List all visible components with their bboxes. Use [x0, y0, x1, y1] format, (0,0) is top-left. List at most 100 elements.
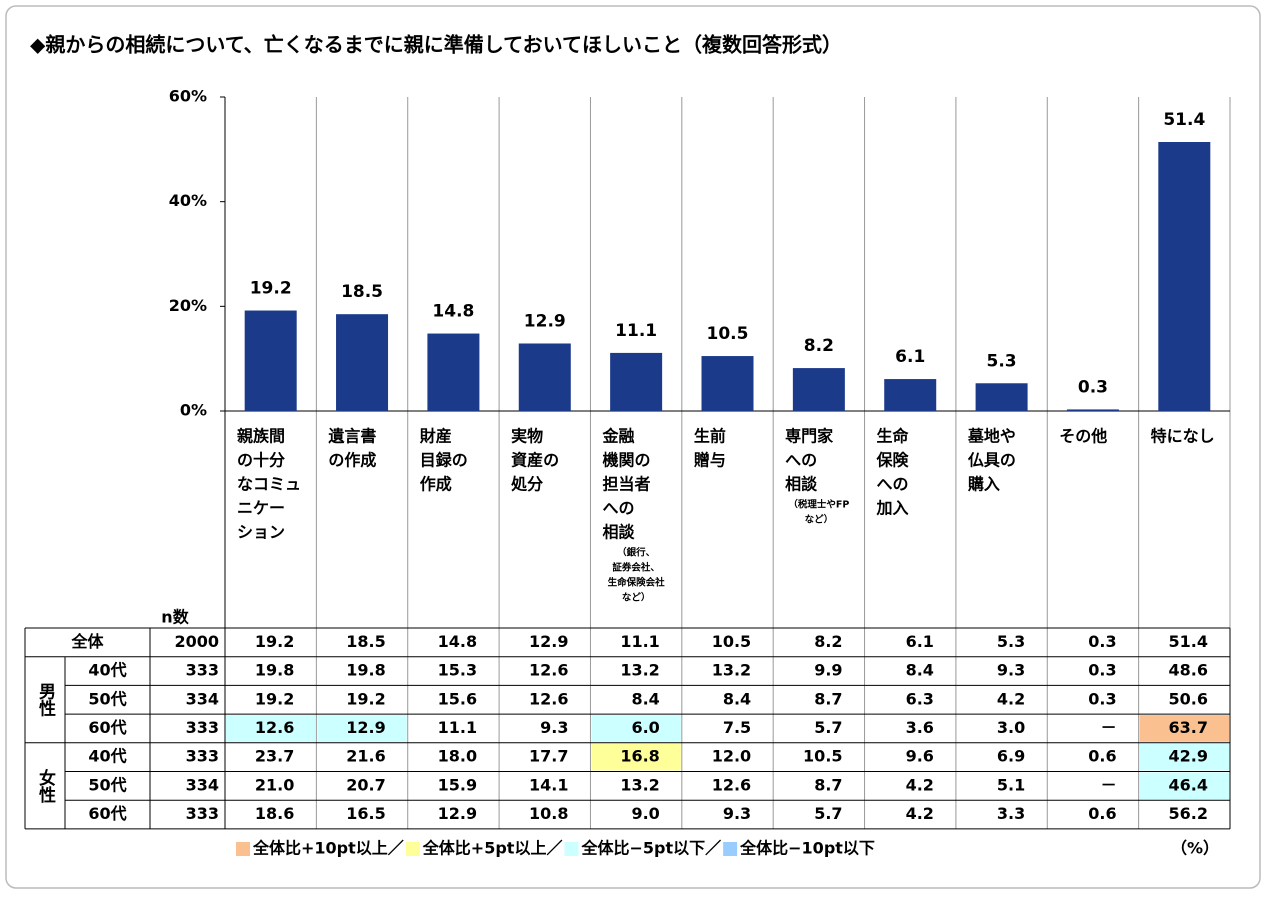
- category-label: 相談: [785, 475, 818, 494]
- category-label: 墓地や: [967, 427, 1016, 446]
- cell-value: 15.3: [438, 661, 477, 680]
- n-value: 333: [186, 718, 219, 737]
- cell-value: 6.0: [631, 718, 659, 737]
- category-label: 実物: [511, 427, 543, 446]
- cell-value: 4.2: [997, 689, 1025, 708]
- cell-value: 8.4: [631, 689, 659, 708]
- cell-value: 9.3: [997, 661, 1025, 680]
- cell-value: 13.2: [620, 661, 659, 680]
- category-label: 生前: [694, 427, 726, 446]
- cell-value: 5.1: [997, 775, 1025, 794]
- n-value: 333: [186, 804, 219, 823]
- row-label: 50代: [88, 689, 126, 708]
- legend-label: 全体比+5pt以上: [422, 839, 547, 858]
- cell-value: 16.8: [620, 747, 659, 766]
- cell-value: －: [1101, 718, 1117, 737]
- category-note: 生命保険会社: [608, 577, 666, 589]
- row-label: 全体: [70, 632, 104, 651]
- cell-value: 0.6: [1088, 747, 1116, 766]
- value-label: 8.2: [804, 336, 834, 356]
- value-label: 12.9: [524, 311, 566, 331]
- category-label: 担当者: [602, 475, 650, 494]
- legend-separator: ／: [546, 839, 562, 858]
- category-label: 特になし: [1151, 427, 1215, 446]
- category-label: 保険: [876, 451, 910, 470]
- cell-value: 12.6: [529, 689, 568, 708]
- cell-value: 18.5: [346, 632, 385, 651]
- bar: [884, 379, 937, 411]
- cell-value: 21.6: [346, 747, 385, 766]
- cell-value: 3.3: [997, 804, 1025, 823]
- category-label: 処分: [511, 475, 543, 494]
- legend-separator: ／: [388, 839, 404, 858]
- n-value: 333: [186, 661, 219, 680]
- cell-value: 9.0: [631, 804, 659, 823]
- cell-value: 15.9: [438, 775, 477, 794]
- category-label: 生命: [877, 427, 910, 446]
- category-note: など）: [805, 514, 834, 526]
- category-label: への: [785, 451, 817, 470]
- cell-value: 8.2: [814, 632, 842, 651]
- cell-value: 6.1: [906, 632, 934, 651]
- cell-value: 9.6: [906, 747, 934, 766]
- bar: [1066, 409, 1119, 411]
- y-tick-label: 0%: [180, 401, 207, 420]
- cell-highlight: [1139, 715, 1229, 742]
- cell-value: 19.2: [346, 689, 385, 708]
- group-label: 女性: [35, 768, 56, 804]
- category-label: 財産: [420, 427, 452, 446]
- cell-value: 14.8: [438, 632, 477, 651]
- value-label: 14.8: [432, 302, 474, 322]
- cell-highlight: [591, 743, 681, 771]
- row-label: 60代: [88, 718, 126, 737]
- cell-value: 16.5: [346, 804, 385, 823]
- legend-separator: ／: [705, 839, 721, 858]
- n-value: 2000: [174, 632, 219, 651]
- cell-value: 63.7: [1169, 718, 1208, 737]
- cell-value: 5.7: [814, 718, 842, 737]
- cell-value: 11.1: [438, 718, 477, 737]
- row-label: 40代: [88, 747, 126, 766]
- category-label: 親族間: [237, 427, 285, 446]
- cell-highlight: [317, 715, 407, 742]
- value-label: 6.1: [895, 347, 925, 367]
- n-header: n数: [161, 608, 189, 627]
- cell-value: 3.6: [906, 718, 934, 737]
- cell-value: 14.1: [529, 775, 568, 794]
- legend-swatch: [723, 842, 738, 856]
- category-label: 機関の: [602, 451, 650, 470]
- category-label: 仏具の: [968, 451, 1016, 470]
- legend-label: 全体比−5pt以下: [580, 839, 705, 858]
- cell-value: 17.7: [529, 747, 568, 766]
- bar: [701, 356, 754, 411]
- cell-value: 4.2: [906, 804, 934, 823]
- value-label: 51.4: [1163, 110, 1205, 130]
- row-label: 50代: [88, 775, 126, 794]
- cell-value: 0.3: [1088, 661, 1116, 680]
- cell-value: 13.2: [620, 775, 659, 794]
- category-label: 贈与: [694, 451, 726, 470]
- legend-swatch: [236, 842, 250, 856]
- cell-value: 21.0: [255, 775, 294, 794]
- legend-swatch: [405, 842, 420, 856]
- category-label: 作成: [420, 475, 452, 494]
- cell-value: 18.0: [438, 747, 477, 766]
- cell-value: 56.2: [1169, 804, 1208, 823]
- bar: [975, 383, 1028, 411]
- row-label: 60代: [88, 804, 126, 823]
- cell-value: 18.6: [255, 804, 294, 823]
- cell-value: 51.4: [1169, 632, 1208, 651]
- category-label: ニケー: [237, 499, 285, 518]
- legend-label: 全体比−10pt以下: [739, 839, 875, 858]
- cell-value: 0.3: [1088, 632, 1116, 651]
- cell-value: 12.6: [712, 775, 751, 794]
- bar: [518, 343, 571, 411]
- bar: [792, 368, 845, 411]
- cell-value: 5.3: [997, 632, 1025, 651]
- y-tick-label: 40%: [169, 191, 207, 210]
- cell-value: 42.9: [1169, 747, 1208, 766]
- category-note: （銀行、: [617, 547, 655, 559]
- cell-value: 23.7: [255, 747, 294, 766]
